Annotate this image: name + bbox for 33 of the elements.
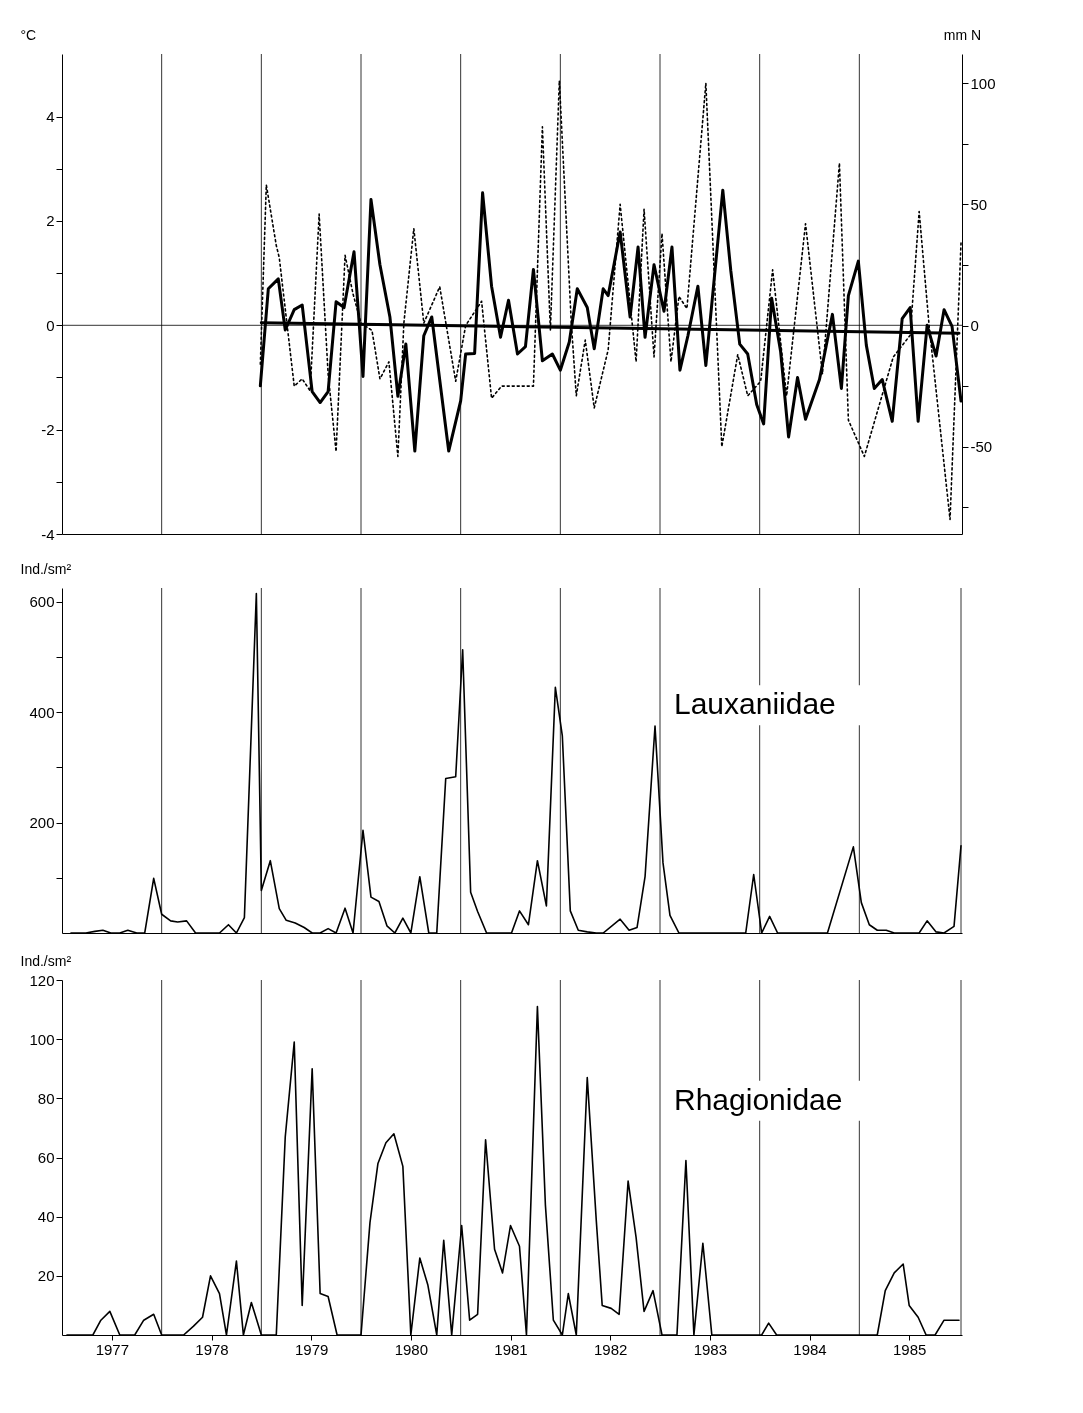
y-tick-label: 40 (37, 1208, 55, 1226)
y-axis-title: °C (20, 26, 37, 43)
y-tick-label: 80 (37, 1089, 55, 1107)
y-axis-title: Ind./sm² (20, 560, 72, 577)
x-tick-label: 1984 (793, 1340, 827, 1358)
y2-tick-label: 50 (970, 195, 988, 213)
y2-tick-label: -50 (970, 438, 993, 456)
y-tick-label: 2 (46, 212, 55, 230)
x-tick-label: 1985 (892, 1340, 927, 1358)
x-tick-label: 1981 (494, 1340, 528, 1358)
y-tick-label: 4 (46, 108, 55, 126)
x-tick-label: 1977 (95, 1340, 130, 1358)
y-tick-label: 400 (29, 703, 55, 721)
x-tick-label: 1978 (195, 1340, 229, 1358)
x-tick-label: 1982 (593, 1340, 628, 1358)
annotation: Rhagionidae (674, 1082, 843, 1116)
y-tick-label: 20 (37, 1267, 55, 1285)
y2-tick-label: 0 (970, 317, 979, 335)
y-tick-label: 60 (37, 1149, 55, 1166)
y-tick-label: -4 (41, 525, 55, 543)
y-axis-title: Ind./sm² (20, 952, 72, 969)
x-tick-label: 1980 (394, 1340, 429, 1358)
y-tick-label: 600 (29, 593, 55, 611)
y2-axis-title: mm N (943, 26, 982, 43)
y-tick-label: 0 (46, 316, 55, 334)
y2-tick-label: 100 (970, 74, 996, 92)
annotation: Lauxaniidae (674, 687, 836, 721)
y-tick-label: 120 (29, 971, 55, 989)
y-tick-label: 100 (29, 1030, 55, 1048)
x-tick-label: 1983 (693, 1340, 728, 1358)
y-tick-label: 200 (29, 814, 55, 832)
y-tick-label: -2 (41, 421, 55, 439)
x-tick-label: 1979 (294, 1340, 329, 1358)
